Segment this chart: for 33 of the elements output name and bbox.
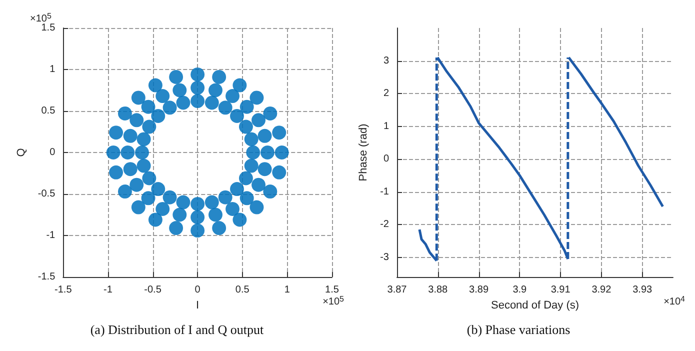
y-tick-label: -3 [380,252,390,263]
x-tick-label: -0.5 [144,284,162,296]
y-tick-label: 0 [383,154,390,165]
x-tick-label: 3.87 [387,284,408,296]
y-tick-label: -2 [380,219,390,230]
y-tick-label: -1 [46,230,56,241]
x-axis-title: I [196,299,200,312]
x-tick-label: 3.9 [512,284,528,296]
y-tick-label: 3 [383,55,390,66]
x-tick-label: 3.88 [428,284,448,296]
y-tick-label: 0 [50,147,56,158]
y-tick-label: 1 [50,64,56,75]
y-axis-title: Q [16,148,28,157]
y-tick-label: 0.5 [41,106,56,116]
text: (b) Phase variations [466,322,570,337]
x-tick-label: -1 [103,284,113,296]
text: (a) Distribution of I and Q output [90,322,264,337]
y-tick-label: 1 [383,120,390,132]
y-tick-label: 1.5 [41,22,56,34]
x-tick-label: 0.5 [235,284,250,296]
x-tick-label: 3.89 [469,284,489,296]
y-tick-label: -1 [380,186,390,198]
y-tick-label: -1.5 [38,272,56,282]
x-tick-label: 0 [194,284,201,296]
y-tick-label: -0.5 [38,188,56,200]
x-axis-title: Second of Day (s) [490,299,580,312]
x-tick-label: 1 [284,284,290,296]
x-tick-label: 3.93 [632,284,652,296]
y-axis-title: Phase (rad) [358,124,370,182]
x-tick-label: 3.92 [592,284,612,296]
x-tick-label: 3.91 [550,284,571,296]
y-tick-label: 2 [383,88,390,100]
x-tick-label: 1.5 [325,284,340,296]
